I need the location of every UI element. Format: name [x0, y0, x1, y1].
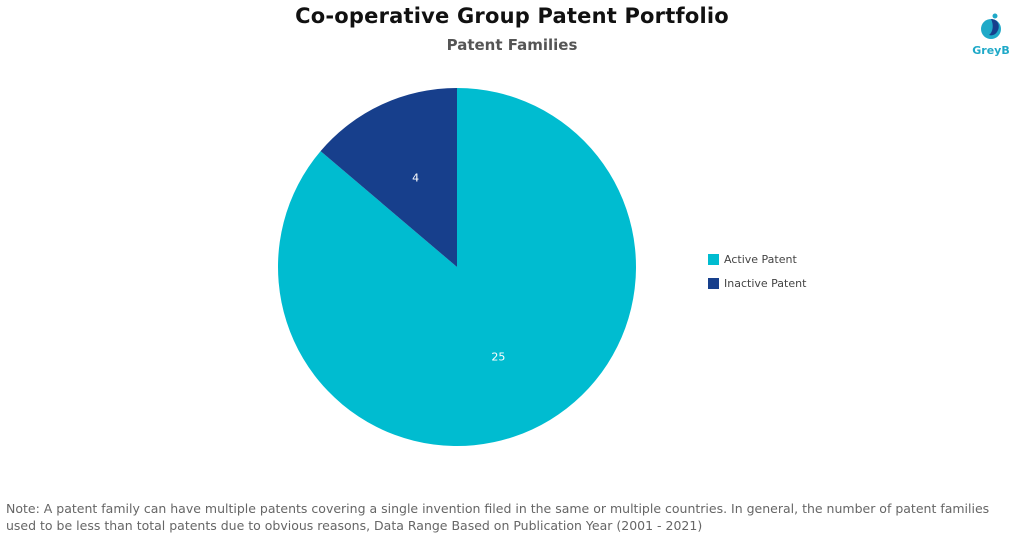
footnote: Note: A patent family can have multiple …: [6, 501, 990, 533]
legend-item-inactive[interactable]: Inactive Patent: [708, 271, 806, 295]
greyb-logo-text: GreyB: [972, 44, 1010, 57]
chart-title: Co-operative Group Patent Portfolio: [295, 4, 729, 28]
pie-slices: [278, 88, 636, 446]
legend-swatch-inactive: [708, 277, 719, 289]
chart-legend: Active Patent Inactive Patent: [708, 247, 806, 295]
legend-label-active: Active Patent: [724, 252, 797, 266]
legend-item-active[interactable]: Active Patent: [708, 247, 806, 271]
greyb-logo: GreyB: [968, 10, 1014, 64]
chart-subtitle: Patent Families: [446, 36, 578, 54]
pie-data-labels: 25 4: [412, 172, 505, 364]
greyb-logo-icon: [981, 13, 1001, 39]
legend-swatch-active: [708, 253, 719, 265]
pie-label-active-patent: 25: [491, 350, 505, 363]
pie-label-inactive-patent: 4: [412, 172, 419, 185]
legend-label-inactive: Inactive Patent: [724, 276, 807, 290]
pie-slice-inactive-patent[interactable]: [320, 88, 457, 267]
pie-slice-active-patent[interactable]: [278, 88, 636, 446]
